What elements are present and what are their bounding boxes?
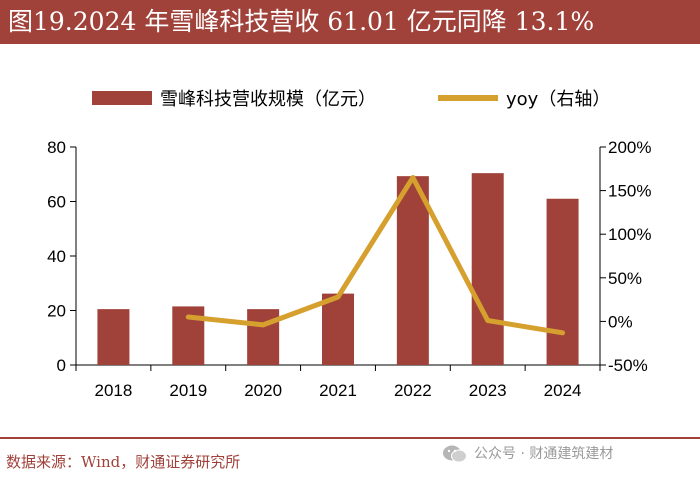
bar-2021	[322, 293, 354, 365]
yoy-line	[185, 175, 566, 336]
title-bar: 图19.2024 年雪峰科技营收 61.01 亿元同降 13.1%	[0, 0, 700, 44]
plot-area: 0 20 40 60 80 -50% 0% 50% 100% 150% 200% 2018 2019 20…	[47, 138, 651, 400]
left-tick-label: 80	[47, 138, 66, 157]
right-tick-label: -50%	[608, 356, 648, 375]
x-tick-label: 2021	[319, 381, 357, 400]
watermark-text: 公众号 · 财通建筑建材	[474, 446, 614, 462]
chart-title: 图19.2024 年雪峰科技营收 61.01 亿元同降 13.1%	[8, 7, 595, 36]
left-tick-label: 40	[47, 247, 66, 266]
chart: 雪峰科技营收规模（亿元） yoy（右轴） 0 20 40 60 80 -50% 0% 50% 1…	[47, 89, 651, 400]
right-tick-label: 50%	[608, 269, 642, 288]
source-note: 数据来源：Wind，财通证券研究所	[6, 453, 241, 471]
left-tick-label: 20	[47, 302, 66, 321]
legend-bar-swatch	[92, 91, 152, 105]
x-tick-label: 2018	[95, 381, 133, 400]
x-tick-label: 2022	[394, 381, 432, 400]
right-tick-label: 150%	[608, 182, 651, 201]
right-tick-label: 200%	[608, 138, 651, 157]
bar-2018	[97, 309, 130, 365]
legend: 雪峰科技营收规模（亿元） yoy（右轴）	[92, 89, 610, 110]
right-tick-label: 0%	[608, 312, 633, 331]
bar-2022	[396, 176, 429, 365]
legend-bar-label: 雪峰科技营收规模（亿元）	[160, 89, 376, 110]
bar-2023	[471, 173, 504, 365]
footer-divider	[0, 437, 700, 439]
left-tick-label: 0	[57, 356, 66, 375]
right-tick-label: 100%	[608, 225, 651, 244]
legend-line-label: yoy（右轴）	[506, 89, 610, 110]
x-tick-label: 2024	[544, 381, 582, 400]
wechat-icon	[443, 445, 467, 463]
watermark: 公众号 · 财通建筑建材	[442, 443, 613, 464]
bar-2020	[247, 309, 280, 365]
x-tick-label: 2019	[169, 381, 207, 400]
left-tick-label: 60	[47, 193, 66, 212]
x-tick-label: 2020	[244, 381, 282, 400]
bar-2024	[546, 198, 579, 365]
x-tick-label: 2023	[469, 381, 507, 400]
